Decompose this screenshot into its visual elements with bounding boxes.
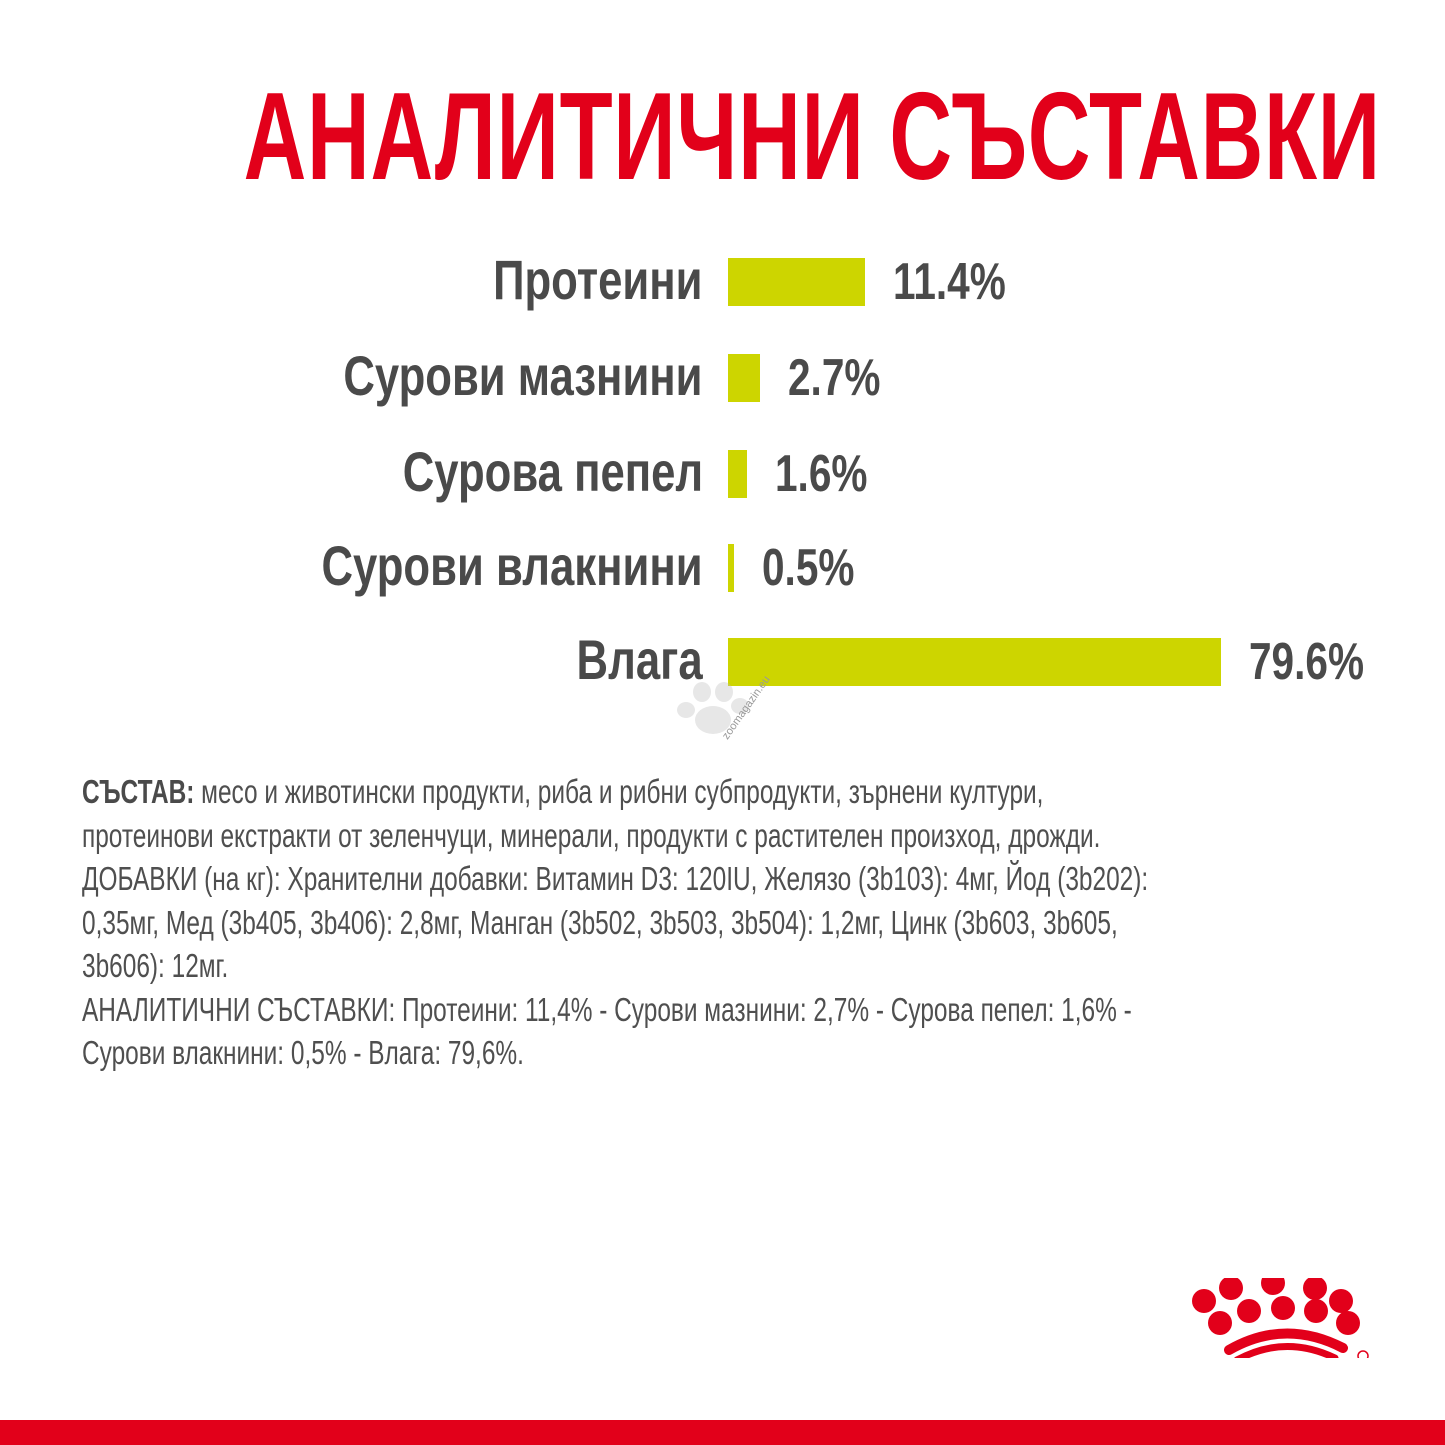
category-label: Протеини [493,248,703,311]
composition-line: Сурови влакнини: 0,5% - Влага: 79,6%. [82,1031,1148,1075]
bar [728,258,865,306]
title-text: АНАЛИТИЧНИ СЪСТАВКИ [243,68,1381,206]
composition-text-line: Сурови влакнини: 0,5% - Влага: 79,6%. [82,1034,524,1071]
value-label: 0.5% [762,539,855,597]
composition-text-line: 0,35мг, Мед (3b405, 3b406): 2,8мг, Манга… [82,903,1118,941]
composition-line: СЪСТАВ: месо и животински продукти, риба… [82,770,1148,814]
composition-text: СЪСТАВ: месо и животински продукти, риба… [82,770,1445,1075]
nutrient-bar-chart: Протеини 11.4% Сурови мазнини 2.7% Сурова пе… [0,0,1445,720]
bar [728,354,761,402]
bar [728,450,748,498]
category-label: Сурови влакнини [321,534,703,597]
royal-canin-crown-icon [1185,1271,1385,1364]
value-label: 1.6% [775,445,868,503]
composition-heading: СЪСТАВ: [82,773,195,810]
composition-line: 0,35мг, Мед (3b405, 3b406): 2,8мг, Манга… [82,901,1148,945]
bottom-red-band [0,1420,1445,1445]
composition-line: 3b606): 12мг. [82,944,1148,988]
page-title: АНАЛИТИЧНИ СЪСТАВКИ [0,72,1445,202]
value-label: 79.6% [1249,633,1365,691]
composition-text-line: 3b606): 12мг. [82,947,229,984]
paw-watermark-icon [672,676,754,741]
category-label: Сурови мазнини [343,344,703,407]
composition-text-line: ДОБАВКИ (на кг): Хранителни добавки: Вит… [82,860,1149,897]
composition-line: протеинови екстракти от зеленчуци, минер… [82,814,1148,858]
bar [728,544,734,592]
category-label: Влага [576,628,703,691]
composition-text-line: протеинови екстракти от зеленчуци, минер… [82,816,1101,854]
composition-text-line: АНАЛИТИЧНИ СЪСТАВКИ: Протеини: 11,4% - С… [82,990,1132,1028]
value-label: 11.4% [892,253,1006,311]
composition-text-line: месо и животински продукти, риба и рибни… [194,773,1044,810]
value-label: 2.7% [788,349,881,407]
category-label: Сурова пепел [402,440,703,503]
composition-line: ДОБАВКИ (на кг): Хранителни добавки: Вит… [82,857,1148,901]
composition-line: АНАЛИТИЧНИ СЪСТАВКИ: Протеини: 11,4% - С… [82,988,1148,1032]
bar [728,638,1221,686]
